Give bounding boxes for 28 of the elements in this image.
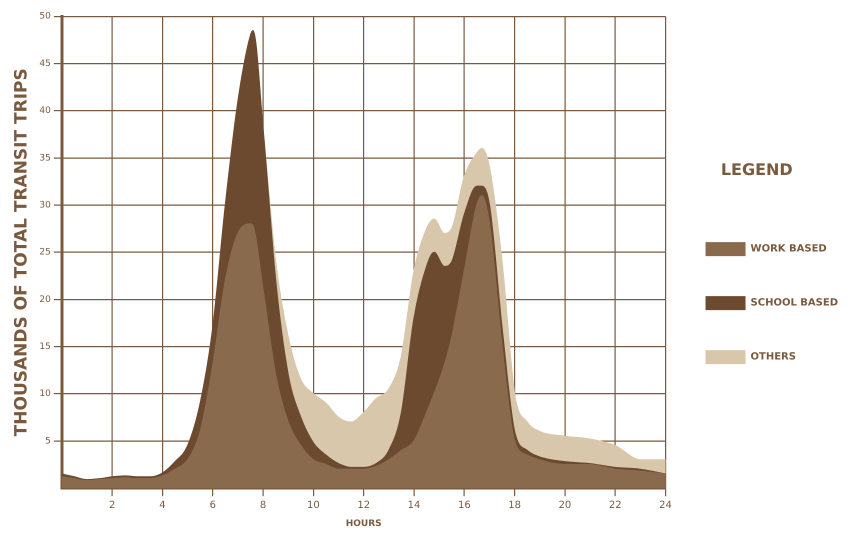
y-tick-label: 35 (39, 153, 51, 164)
x-tick-label: 16 (458, 500, 471, 511)
y-tick-label: 40 (39, 106, 52, 116)
y-tick-label: 5 (45, 436, 51, 446)
x-tick-label: 4 (159, 500, 166, 511)
legend-label: SCHOOL BASED (750, 298, 838, 309)
x-tick-label: 10 (307, 500, 320, 511)
x-tick-label: 20 (558, 500, 572, 511)
y-tick-label: 20 (39, 294, 52, 305)
y-tick-label: 25 (39, 248, 51, 258)
y-tick-label: 15 (39, 342, 51, 352)
legend-label: WORK BASED (750, 244, 827, 255)
x-axis-title: HOURS (346, 518, 382, 529)
x-tick-label: 22 (608, 500, 622, 511)
x-tick-label: 12 (357, 500, 370, 511)
x-tick-label: 14 (408, 500, 420, 511)
x-tick-label: 6 (210, 500, 216, 511)
legend-label: OTHERS (750, 352, 796, 363)
x-tick-label: 8 (260, 500, 266, 511)
y-tick-label: 30 (39, 200, 52, 210)
x-tick-label: 24 (659, 500, 672, 511)
y-tick-label: 45 (39, 58, 51, 69)
x-tick-label: 18 (508, 500, 521, 511)
y-tick-label: 10 (39, 389, 52, 400)
y-axis-title: THOUSANDS OF TOTAL TRANSIT TRIPS (12, 68, 32, 436)
y-tick-label: 50 (39, 12, 52, 22)
legend-title: LEGEND (720, 160, 793, 180)
x-tick-label: 2 (108, 500, 116, 511)
